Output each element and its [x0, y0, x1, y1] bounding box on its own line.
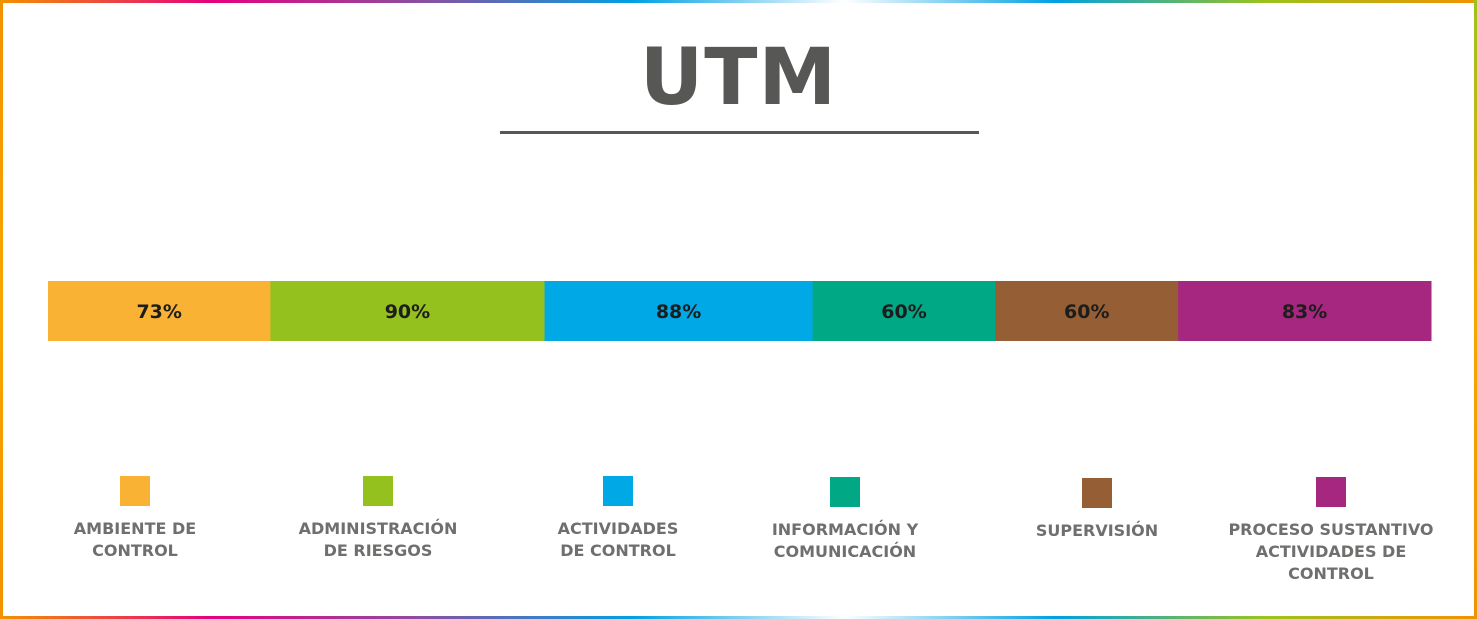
frame-left-border	[0, 0, 3, 619]
legend-item-3: ACTIVIDADES DE CONTROL	[508, 476, 728, 562]
legend-item-4: INFORMACIÓN Y COMUNICACIÓN	[735, 477, 955, 563]
legend-label: INFORMACIÓN Y COMUNICACIÓN	[771, 520, 919, 561]
legend-swatch	[830, 477, 860, 507]
legend-item-1: AMBIENTE DE CONTROL	[25, 476, 245, 562]
legend-item-6: PROCESO SUSTANTIVO ACTIVIDADES DE CONTRO…	[1221, 477, 1441, 585]
legend-swatch	[603, 476, 633, 506]
legend-swatch	[1316, 477, 1346, 507]
legend-swatch	[1082, 478, 1112, 508]
legend-item-2: ADMINISTRACIÓN DE RIESGOS	[268, 476, 488, 562]
legend-label: ADMINISTRACIÓN DE RIESGOS	[298, 519, 458, 560]
bar-segment-1	[48, 281, 271, 341]
bar-segment-2	[270, 281, 546, 341]
bar-segment-4	[812, 281, 996, 341]
bar-label-6: 83%	[1282, 301, 1327, 323]
bar-segment-6	[1178, 281, 1432, 341]
bar-segment-5	[995, 281, 1179, 341]
bar-label-2: 90%	[385, 301, 430, 323]
legend-label: ACTIVIDADES DE CONTROL	[557, 519, 679, 560]
legend-swatch	[363, 476, 393, 506]
frame-top-border	[0, 0, 1477, 3]
legend-item-5: SUPERVISIÓN	[987, 478, 1207, 542]
legend-label: PROCESO SUSTANTIVO ACTIVIDADES DE CONTRO…	[1228, 520, 1434, 583]
legend-label: SUPERVISIÓN	[1035, 521, 1159, 540]
bar-label-4: 60%	[881, 301, 926, 323]
bar-labels: 73% 90% 88% 60% 60% 83%	[136, 301, 1327, 323]
bar-label-1: 73%	[136, 301, 181, 323]
bar-segments	[48, 281, 1432, 341]
chart-title: UTM	[639, 33, 838, 123]
frame-right-border	[1474, 0, 1477, 619]
legend-label: AMBIENTE DE CONTROL	[73, 519, 197, 560]
bar-label-3: 88%	[656, 301, 701, 323]
bar-label-5: 60%	[1064, 301, 1109, 323]
frame-bottom-border	[0, 616, 1477, 619]
title-underline	[500, 131, 979, 134]
bar-segment-3	[544, 281, 814, 341]
legend-swatch	[120, 476, 150, 506]
